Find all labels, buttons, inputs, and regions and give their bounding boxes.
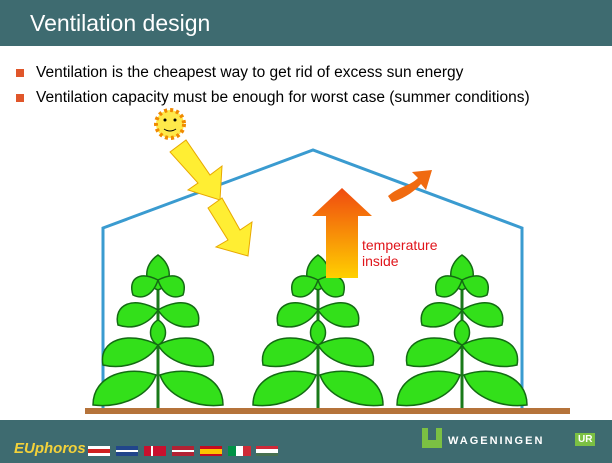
label: inside [362,253,399,269]
slide: Ventilation design Ventilation is the ch… [0,0,612,463]
footer: EUphoros WAGENINGEN UR [0,420,612,463]
wur-logo [420,426,444,454]
logo-text: EUphoros [14,440,86,457]
logo-badge: UR [575,433,595,446]
label: temperature [362,237,438,253]
logo-text: WAGENINGEN [448,435,544,447]
flags [88,444,328,458]
illustration: temperature inside [0,0,612,463]
